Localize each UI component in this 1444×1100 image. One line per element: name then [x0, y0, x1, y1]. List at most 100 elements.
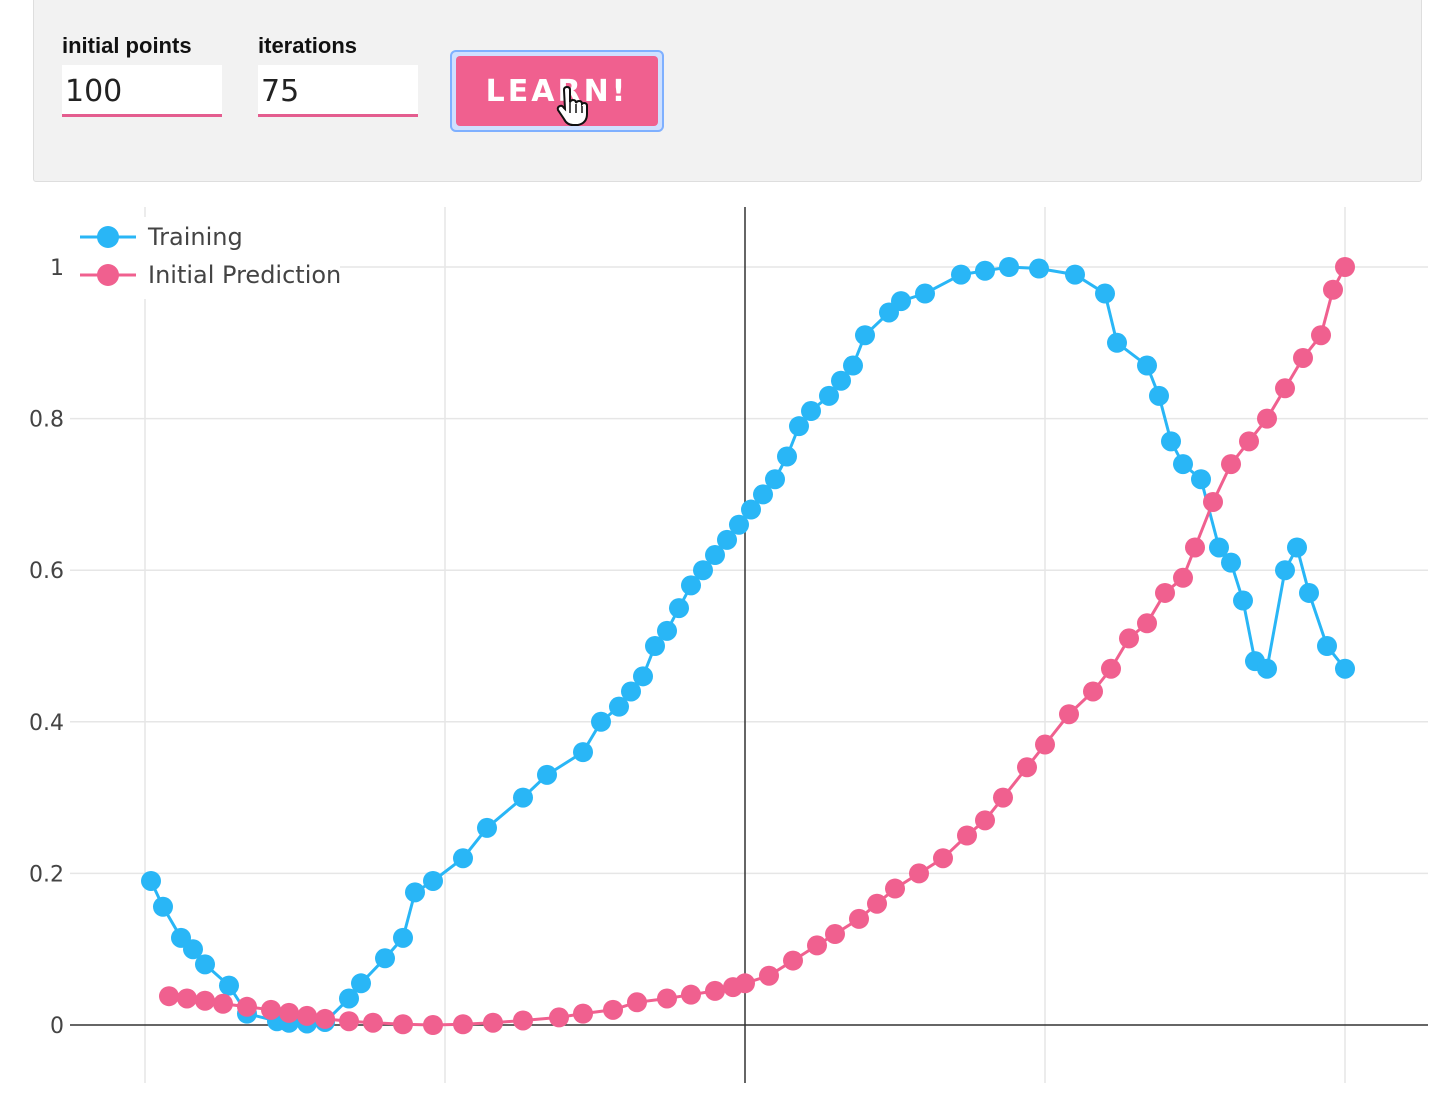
data-point — [909, 863, 929, 884]
data-point — [1257, 658, 1277, 679]
legend-label: Training — [147, 223, 243, 251]
data-point — [453, 1014, 473, 1035]
data-point — [1239, 431, 1259, 452]
data-point — [801, 401, 821, 422]
data-point — [741, 499, 761, 520]
data-point — [279, 1002, 299, 1023]
data-point — [1257, 408, 1277, 429]
data-point — [915, 283, 935, 304]
data-point — [393, 1014, 413, 1035]
data-point — [453, 848, 473, 869]
data-point — [609, 696, 629, 717]
data-point — [999, 257, 1019, 277]
data-point — [549, 1007, 569, 1028]
data-point — [657, 988, 677, 1009]
legend: Training Initial Prediction — [70, 217, 341, 299]
data-point — [297, 1005, 317, 1026]
series-0 — [141, 257, 1355, 1034]
learn-button[interactable]: LEARN! — [456, 56, 658, 126]
y-tick-label: 0.6 — [29, 559, 64, 584]
iterations-input[interactable] — [258, 65, 418, 117]
data-point — [513, 1010, 533, 1031]
data-point — [573, 742, 593, 763]
y-tick-label: 0.2 — [29, 862, 64, 887]
learn-button-focus-ring: LEARN! — [450, 50, 664, 132]
data-point — [885, 878, 905, 899]
data-point — [855, 325, 875, 346]
legend-marker — [97, 264, 119, 286]
data-point — [621, 681, 641, 702]
y-tick-label: 0.8 — [29, 408, 64, 433]
data-point — [513, 787, 533, 808]
data-point — [1107, 332, 1127, 353]
data-point — [1155, 582, 1175, 603]
data-point — [1173, 567, 1193, 588]
data-point — [1209, 537, 1229, 558]
data-point — [213, 993, 233, 1014]
data-point — [423, 870, 443, 891]
data-point — [1293, 347, 1313, 368]
legend-item[interactable]: Training — [80, 223, 243, 251]
data-point — [1233, 590, 1253, 611]
data-point — [405, 882, 425, 903]
data-point — [1191, 469, 1211, 490]
data-point — [759, 965, 779, 986]
data-point — [1185, 537, 1205, 558]
series-line — [149, 265, 1347, 1026]
data-point — [141, 870, 161, 891]
data-point — [1335, 658, 1355, 679]
data-point — [957, 825, 977, 846]
data-point — [729, 514, 749, 535]
iterations-field: iterations — [258, 33, 418, 117]
data-point — [933, 848, 953, 869]
data-point — [777, 446, 797, 467]
data-point — [393, 927, 413, 948]
data-point — [1065, 264, 1085, 285]
legend-item[interactable]: Initial Prediction — [80, 261, 341, 289]
y-tick-label: 0 — [50, 1014, 64, 1039]
data-point — [195, 954, 215, 975]
data-point — [1311, 325, 1331, 346]
data-point — [1017, 757, 1037, 778]
data-point — [1221, 552, 1241, 573]
y-axis-ticks: 0 0.2 0.4 0.6 0.8 1 — [29, 256, 64, 1039]
data-point — [423, 1015, 443, 1035]
data-point — [627, 992, 647, 1013]
data-point — [783, 950, 803, 971]
data-point — [177, 988, 197, 1009]
data-point — [825, 924, 845, 945]
data-point — [735, 973, 755, 994]
data-point — [603, 999, 623, 1020]
legend-label: Initial Prediction — [148, 261, 341, 289]
data-point — [1275, 378, 1295, 399]
data-point — [645, 636, 665, 656]
data-point — [705, 980, 725, 1001]
data-point — [693, 560, 713, 581]
data-point — [537, 764, 557, 785]
data-point — [993, 787, 1013, 808]
data-point — [1317, 636, 1337, 656]
data-point — [681, 984, 701, 1005]
data-point — [831, 370, 851, 391]
legend-marker — [97, 226, 119, 248]
data-point — [351, 973, 371, 994]
data-point — [657, 620, 677, 641]
initial-points-input[interactable] — [62, 65, 222, 117]
data-point — [1299, 582, 1319, 603]
data-point — [1173, 454, 1193, 475]
data-point — [753, 484, 773, 505]
data-point — [849, 908, 869, 929]
initial-points-field: initial points — [62, 33, 222, 117]
data-point — [819, 385, 839, 406]
chart-series — [141, 257, 1355, 1035]
data-point — [765, 469, 785, 490]
data-point — [315, 1008, 335, 1029]
data-point — [1059, 704, 1079, 725]
data-point — [261, 999, 281, 1020]
chart-axes — [70, 207, 1428, 1083]
data-point — [891, 291, 911, 312]
data-point — [1203, 491, 1223, 512]
data-point — [1335, 257, 1355, 277]
data-point — [669, 598, 689, 619]
data-point — [1119, 628, 1139, 649]
